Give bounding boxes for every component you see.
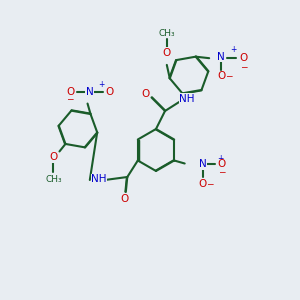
Text: NH: NH [179,94,195,104]
Text: O: O [199,178,207,189]
Text: O: O [120,194,128,205]
Text: O: O [239,53,248,63]
Text: O: O [141,89,150,99]
Text: NH: NH [91,174,106,184]
Text: −: − [240,62,247,71]
Text: O: O [217,159,225,169]
Text: +: + [218,154,224,163]
Text: N: N [199,159,207,169]
Text: O: O [49,152,58,162]
Text: O: O [217,71,225,81]
Text: O: O [105,87,114,97]
Text: CH₃: CH₃ [158,29,175,38]
Text: −: − [218,167,225,176]
Text: −: − [66,94,74,103]
Text: −: − [225,72,232,81]
Text: O: O [66,87,74,97]
Text: +: + [230,45,236,54]
Text: O: O [163,48,171,58]
Text: N: N [86,87,94,97]
Text: +: + [98,80,104,88]
Text: −: − [206,179,213,188]
Text: N: N [217,52,225,62]
Text: CH₃: CH₃ [45,175,62,184]
